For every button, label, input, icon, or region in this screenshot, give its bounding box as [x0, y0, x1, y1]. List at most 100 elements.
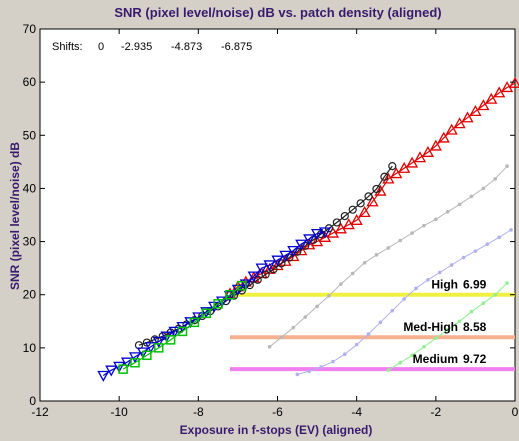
series-0-point-5 — [263, 262, 276, 274]
series-5-point-5 — [354, 342, 359, 347]
y-tick-label-1: 10 — [23, 341, 37, 355]
series-2-point-7 — [152, 336, 165, 348]
series-1-point-29 — [364, 192, 373, 201]
series-2-point-9 — [168, 326, 181, 338]
series-3-point-7 — [201, 308, 211, 319]
series-1-point-28 — [356, 199, 365, 208]
series-5-point-10 — [414, 286, 418, 291]
shift-value-2: -4.873 — [171, 41, 202, 53]
series-0-point-21 — [390, 167, 403, 179]
series-2-point-27 — [310, 228, 324, 240]
series-2-point-26 — [303, 234, 316, 246]
series-6 — [386, 281, 509, 372]
series-0-point-34 — [493, 86, 506, 98]
y-tick-label-5: 50 — [23, 128, 37, 142]
x-tick-label-0: -12 — [31, 405, 49, 419]
series-0-point-33 — [485, 92, 498, 104]
series-2-point-4 — [128, 352, 142, 364]
series-3-point-1 — [130, 357, 140, 368]
series-3-point-6 — [189, 317, 200, 328]
series-1-point-16 — [261, 270, 270, 279]
series-0-point-25 — [421, 145, 435, 157]
series-5-point-3 — [331, 359, 335, 364]
series-2-point-1 — [105, 365, 118, 377]
series-6-point-7 — [469, 309, 474, 314]
series-0-point-26 — [429, 139, 442, 151]
series-0-point-29 — [453, 117, 466, 129]
series-5-point-11 — [426, 278, 430, 282]
series-5-point-7 — [378, 320, 383, 325]
series-6-point-4 — [434, 336, 438, 341]
x-tick-label-6: 0 — [512, 405, 519, 419]
series-0-point-17 — [358, 206, 371, 217]
series-5-point-18 — [509, 228, 513, 232]
series-4-point-6 — [339, 282, 343, 286]
series-6-point-8 — [481, 301, 486, 306]
series-4-point-5 — [327, 293, 331, 298]
series-2-point-5 — [136, 347, 150, 359]
series-2-point-2 — [113, 361, 126, 373]
series-4-point-14 — [434, 217, 438, 222]
series-2-point-25 — [295, 239, 308, 251]
series-3-point-3 — [154, 343, 164, 353]
series-1-point-26 — [340, 211, 349, 221]
shifts-label: Shifts: — [52, 41, 83, 53]
series-5-point-15 — [473, 249, 478, 253]
series-5-point-6 — [366, 332, 371, 336]
series-3-point-4 — [165, 335, 176, 345]
y-tick-label-0: 0 — [29, 394, 36, 408]
plot-area — [39, 28, 516, 402]
series-0-point-24 — [413, 151, 427, 163]
series-3-point-5 — [177, 326, 188, 337]
y-tick-label-4: 40 — [23, 181, 37, 195]
series-5-point-13 — [449, 263, 454, 267]
series-5-point-0 — [295, 372, 300, 377]
series-5-point-8 — [390, 308, 395, 313]
series-6-point-9 — [493, 292, 498, 297]
x-tick-label-1: -10 — [110, 405, 128, 419]
series-1-point-31 — [380, 172, 389, 181]
series-1-point-25 — [332, 218, 341, 227]
series-3-point-2 — [142, 350, 152, 361]
series-4-point-13 — [422, 223, 426, 228]
shift-value-1: -2.935 — [121, 41, 152, 53]
series-0-point-23 — [405, 156, 419, 168]
series-5-point-9 — [402, 297, 406, 301]
chart-title: SNR (pixel level/noise) dB vs. patch den… — [114, 5, 441, 20]
y-tick-label-6: 60 — [23, 75, 37, 89]
series-0-point-22 — [398, 161, 411, 173]
series-0-point-31 — [469, 105, 482, 117]
series-4-point-9 — [374, 253, 379, 257]
series-4-point-3 — [303, 315, 308, 319]
y-tick-label-2: 20 — [23, 288, 37, 302]
series-2-point-0 — [97, 370, 110, 382]
series-1-point-27 — [348, 205, 357, 214]
series-6-point-1 — [398, 360, 403, 365]
series-2-point-21 — [263, 260, 276, 272]
x-tick-label-2: -8 — [193, 405, 204, 419]
series-0-point-16 — [350, 213, 363, 225]
series-1-point-30 — [372, 184, 381, 194]
series-2-point-18 — [239, 279, 252, 291]
series-6-point-10 — [505, 281, 509, 285]
series-4-point-12 — [410, 231, 414, 235]
series-0-point-19 — [374, 184, 387, 196]
series-2-point-8 — [160, 331, 173, 343]
series-3-point-8 — [213, 298, 223, 309]
series-4-point-15 — [445, 210, 450, 214]
series-2-point-28 — [318, 227, 332, 239]
series-4-point-17 — [469, 194, 474, 199]
series-2-point-3 — [120, 357, 134, 369]
series-4-point-18 — [481, 186, 486, 191]
series-5 — [295, 228, 513, 377]
annotation-value-0: 6.99 — [463, 278, 487, 292]
series-4-point-11 — [398, 238, 403, 243]
series-2-point-24 — [287, 245, 300, 257]
series-6-point-6 — [457, 319, 462, 324]
y-tick-label-7: 70 — [23, 22, 37, 36]
series-5-point-17 — [497, 235, 501, 240]
annotation-value-2: 9.72 — [463, 352, 487, 366]
series-4-point-8 — [362, 261, 367, 265]
series-5-point-1 — [307, 369, 311, 374]
series-4 — [267, 164, 509, 349]
